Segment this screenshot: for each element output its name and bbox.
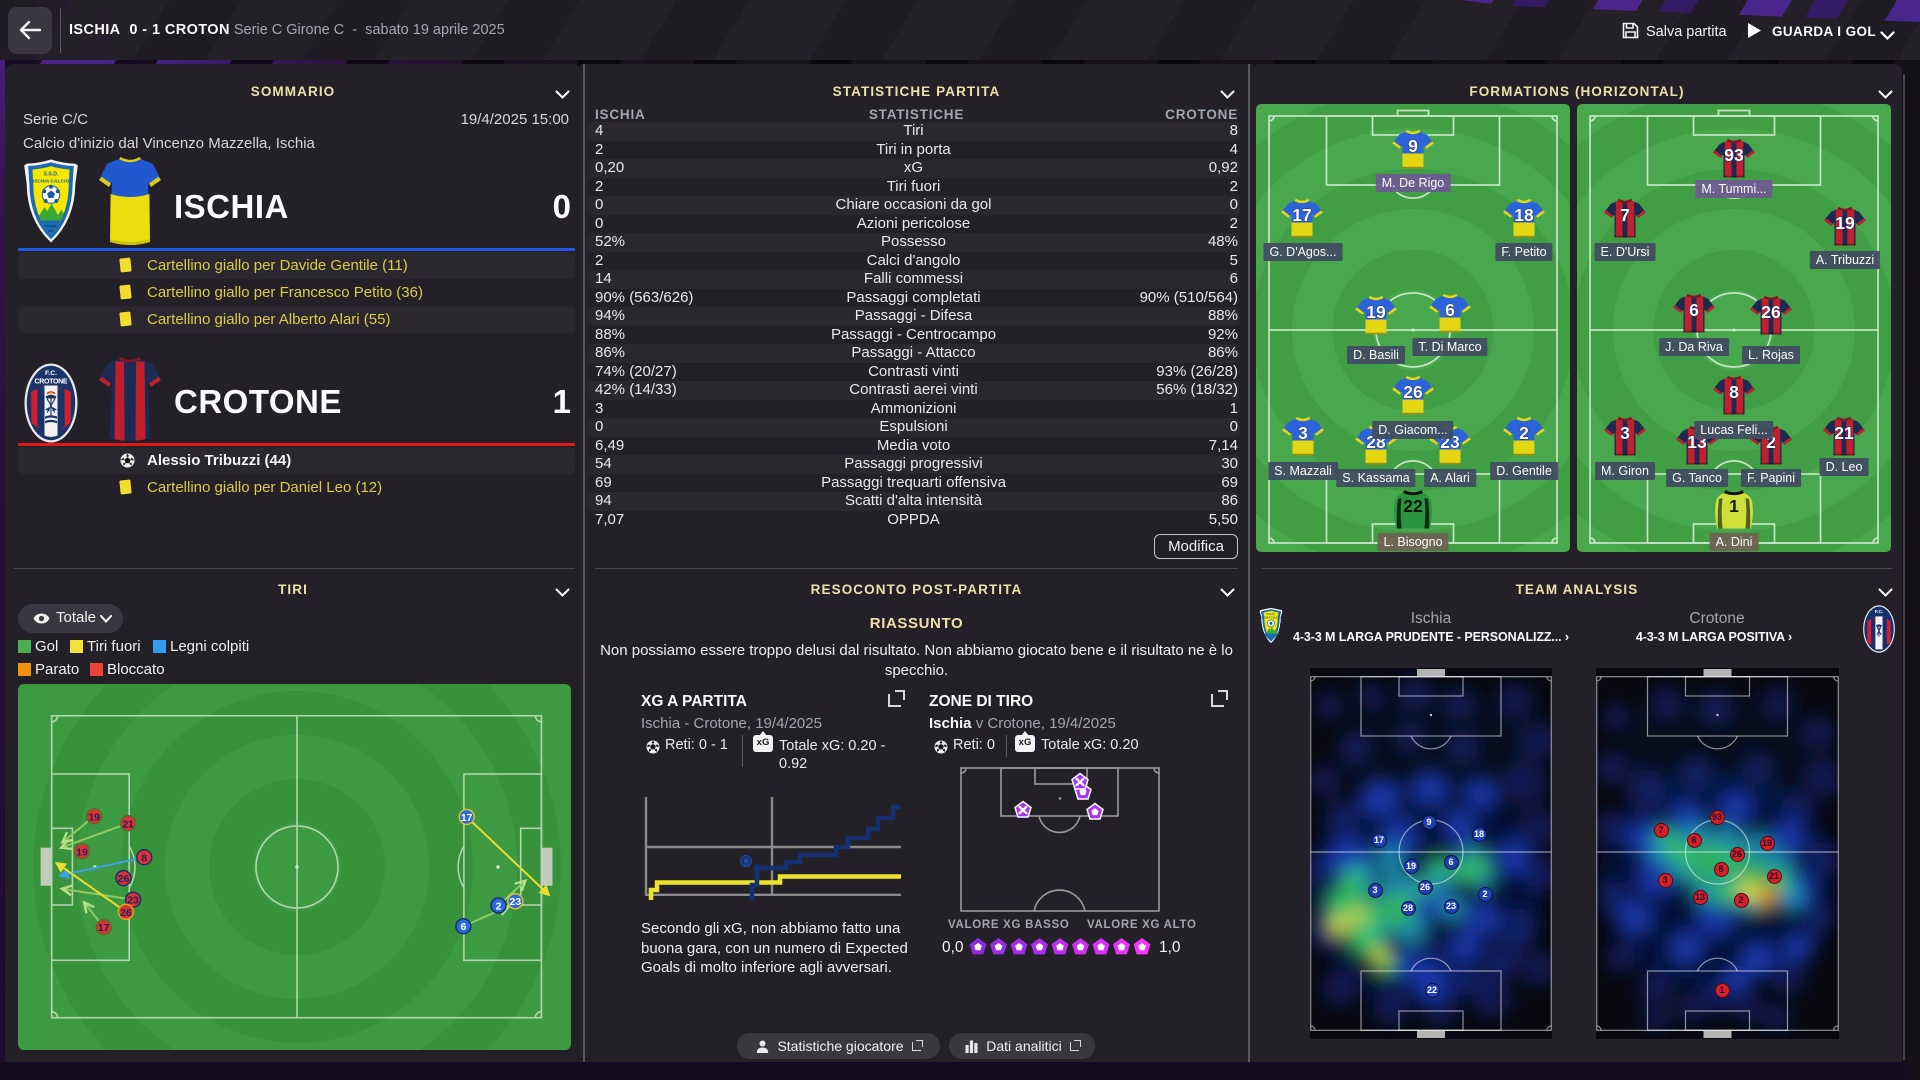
svg-text:F.C.: F.C. [45, 370, 57, 377]
svg-text:19: 19 [1366, 302, 1386, 322]
svg-text:26: 26 [120, 907, 132, 919]
svg-text:19: 19 [76, 846, 88, 858]
svg-text:ISCHIA CALCIO: ISCHIA CALCIO [33, 179, 70, 185]
svg-text:23: 23 [510, 896, 522, 908]
svg-text:CROTONE: CROTONE [35, 379, 68, 386]
svg-text:17: 17 [461, 812, 473, 824]
svg-text:F.C.: F.C. [1875, 609, 1884, 615]
svg-text:6: 6 [460, 921, 466, 933]
svg-text:26: 26 [1403, 382, 1423, 402]
svg-text:19: 19 [1835, 213, 1855, 233]
svg-text:8: 8 [1729, 382, 1739, 402]
svg-text:6: 6 [1689, 300, 1699, 320]
svg-text:7: 7 [1620, 205, 1630, 225]
svg-text:3: 3 [1298, 423, 1308, 443]
svg-text:21: 21 [122, 818, 134, 830]
svg-text:2: 2 [496, 901, 502, 913]
svg-text:2: 2 [1766, 432, 1776, 452]
svg-text:21: 21 [1834, 423, 1854, 443]
svg-text:22: 22 [1403, 496, 1423, 516]
svg-text:19: 19 [88, 811, 100, 823]
svg-text:17: 17 [98, 922, 110, 934]
svg-text:3: 3 [1620, 423, 1630, 443]
svg-text:26: 26 [118, 873, 130, 885]
svg-text:93: 93 [1724, 145, 1744, 165]
svg-text:ISCHIA CALCIO: ISCHIA CALCIO [1261, 616, 1280, 620]
svg-text:2: 2 [1519, 423, 1529, 443]
svg-text:26: 26 [1761, 302, 1781, 322]
svg-text:17: 17 [1292, 205, 1311, 225]
svg-text:6: 6 [1445, 300, 1455, 320]
svg-text:8: 8 [141, 852, 147, 864]
svg-text:9: 9 [1408, 136, 1418, 156]
svg-text:18: 18 [1514, 205, 1534, 225]
svg-text:1: 1 [1729, 496, 1739, 516]
svg-text:S.S.D.: S.S.D. [44, 172, 60, 178]
svg-text:S.S.D.: S.S.D. [1267, 612, 1276, 616]
svg-text:23: 23 [127, 895, 139, 907]
